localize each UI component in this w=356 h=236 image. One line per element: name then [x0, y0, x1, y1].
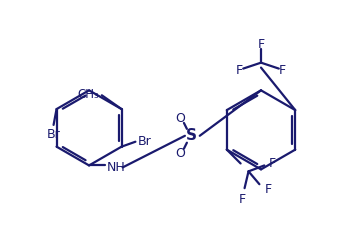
Text: CH₃: CH₃ — [77, 88, 99, 101]
Text: O: O — [175, 111, 185, 125]
Text: Br: Br — [47, 128, 61, 141]
Text: F: F — [279, 64, 286, 77]
Text: F: F — [239, 193, 246, 206]
Text: F: F — [268, 157, 276, 170]
Text: S: S — [186, 128, 197, 143]
Text: F: F — [265, 183, 272, 196]
Text: F: F — [236, 64, 243, 77]
Text: O: O — [175, 147, 185, 160]
Text: F: F — [257, 38, 265, 51]
Text: NH: NH — [107, 161, 126, 174]
Text: Br: Br — [137, 135, 151, 148]
